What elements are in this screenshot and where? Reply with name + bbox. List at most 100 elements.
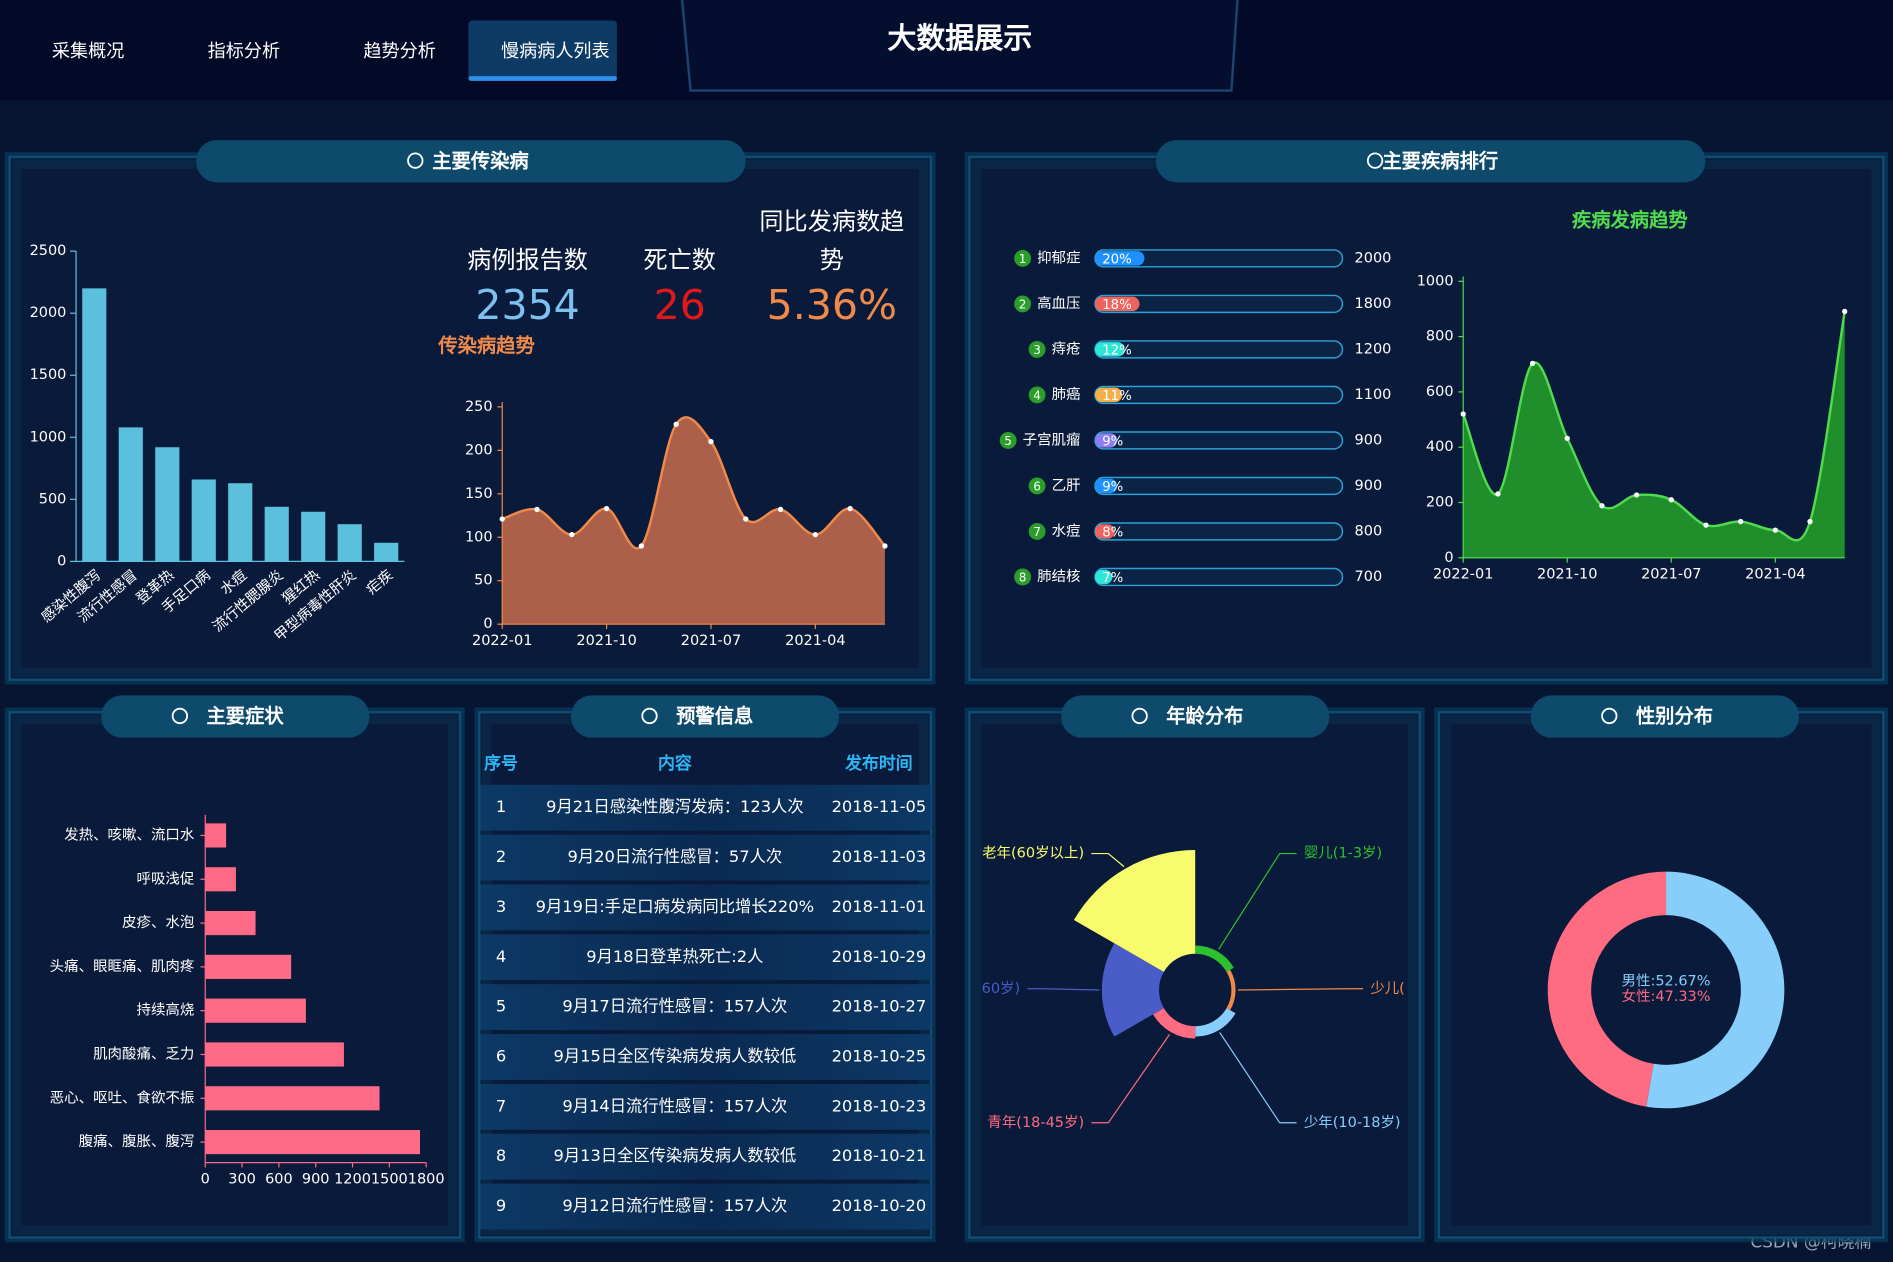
data-point — [603, 505, 610, 512]
table-row — [480, 834, 931, 881]
data-point — [708, 438, 714, 445]
rank-number: 5 — [1004, 434, 1012, 448]
active-tab-underline — [468, 76, 617, 81]
data-point — [673, 421, 679, 427]
table-cell: 2 — [496, 847, 506, 866]
data-point — [1564, 435, 1570, 442]
table-row — [480, 1034, 931, 1080]
rank-name: 水痘 — [1052, 522, 1081, 539]
rank-badge — [1014, 568, 1032, 586]
bar — [205, 1042, 344, 1067]
bar — [155, 447, 180, 562]
table-cell: 2018-10-20 — [832, 1196, 927, 1215]
data-point — [1772, 527, 1779, 533]
table-header: 序号 — [484, 753, 518, 773]
bar — [337, 524, 362, 562]
data-point — [847, 505, 853, 512]
y-tick-label: 400 — [1426, 439, 1454, 455]
data-point — [1842, 308, 1848, 315]
panel-title-pill — [1530, 695, 1799, 738]
progress-track — [1094, 431, 1344, 450]
progress-label: 11% — [1102, 389, 1132, 404]
nav-tab[interactable]: 趋势分析 — [363, 41, 435, 62]
progress-label: 20% — [1102, 253, 1132, 268]
rose-slice — [1226, 969, 1236, 1011]
data-point — [812, 531, 819, 538]
x-tick-label: 2022-01 — [1433, 567, 1493, 583]
nav-tab[interactable]: 采集概况 — [52, 41, 124, 62]
nav-tab[interactable]: 指标分析 — [208, 41, 280, 62]
x-tick-label: 2022-01 — [472, 633, 532, 649]
table-cell: 8 — [496, 1146, 506, 1165]
rank-badge — [999, 431, 1017, 449]
x-tick-label: 600 — [265, 1172, 293, 1188]
bar — [205, 910, 256, 936]
rose-slice — [1073, 849, 1196, 972]
data-point — [499, 516, 505, 522]
y-tick-label: 200 — [1426, 494, 1454, 510]
title-frame — [680, 0, 1239, 92]
table-cell: 2018-10-27 — [832, 997, 927, 1016]
panel-title: 主要症状 — [206, 705, 284, 728]
panel-icon — [171, 707, 189, 725]
donut-slice — [1547, 871, 1667, 1107]
rank-name: 子宫肌瘤 — [1023, 431, 1081, 448]
rank-number: 1 — [1019, 252, 1027, 266]
progress-bar — [1094, 433, 1118, 448]
rose-slice — [1195, 1008, 1236, 1037]
bar — [228, 483, 253, 562]
total-label: 1100 — [1355, 387, 1392, 403]
rank-name: 乙肝 — [1052, 478, 1081, 494]
rank-badge — [1014, 295, 1032, 313]
table-row — [480, 1133, 931, 1180]
data-point — [1495, 491, 1501, 497]
y-tick-label: 呼吸浅促 — [136, 870, 194, 887]
progress-label: 9% — [1102, 435, 1123, 450]
y-tick-label: 0 — [1444, 550, 1453, 566]
label-line — [1237, 988, 1364, 991]
panel-title-pill — [196, 140, 746, 183]
data-point — [882, 543, 888, 549]
rank-number: 7 — [1033, 525, 1041, 539]
bar — [205, 1086, 380, 1111]
y-tick-label: 0 — [57, 553, 66, 569]
panel-title: 主要传染病 — [432, 149, 529, 172]
area-fill — [502, 417, 885, 625]
x-tick-label: 2021-07 — [681, 633, 741, 649]
total-label: 2000 — [1355, 250, 1392, 266]
panel-title: 性别分布 — [1636, 705, 1713, 728]
y-tick-label: 600 — [1426, 384, 1454, 400]
panel-title-pill — [1155, 140, 1706, 183]
table-cell: 2018-10-25 — [832, 1046, 927, 1065]
donut-slice — [1646, 871, 1785, 1109]
area-line — [1462, 311, 1846, 542]
nav-tab[interactable]: 慢病病人列表 — [501, 41, 610, 62]
total-label: 900 — [1355, 478, 1383, 494]
progress-label: 12% — [1102, 344, 1132, 359]
bar — [205, 998, 306, 1023]
rank-badge — [1028, 386, 1046, 404]
y-tick-label: 2000 — [30, 305, 67, 321]
table-row — [480, 934, 931, 981]
panel — [1437, 711, 1885, 1239]
kpi-value: 26 — [654, 281, 706, 329]
data-point — [534, 506, 540, 513]
data-point — [743, 516, 749, 522]
y-tick-label: 200 — [465, 442, 493, 458]
x-tick-label: 1500 — [371, 1172, 408, 1188]
y-tick-label: 1000 — [1417, 273, 1454, 289]
panel-title: 年龄分布 — [1166, 705, 1243, 728]
table-row — [480, 1083, 931, 1130]
progress-track — [1094, 385, 1344, 405]
rank-number: 2 — [1019, 298, 1027, 312]
panel — [968, 155, 1885, 681]
y-tick-label: 150 — [465, 486, 493, 502]
bar — [264, 506, 289, 562]
y-tick-label: 100 — [465, 529, 493, 545]
table-cell: 6 — [496, 1046, 506, 1065]
slice-label: 婴儿(1-3岁) — [1304, 845, 1382, 862]
table-cell: 7 — [496, 1096, 506, 1115]
rank-number: 6 — [1033, 480, 1041, 494]
panel-icon — [1131, 707, 1148, 725]
